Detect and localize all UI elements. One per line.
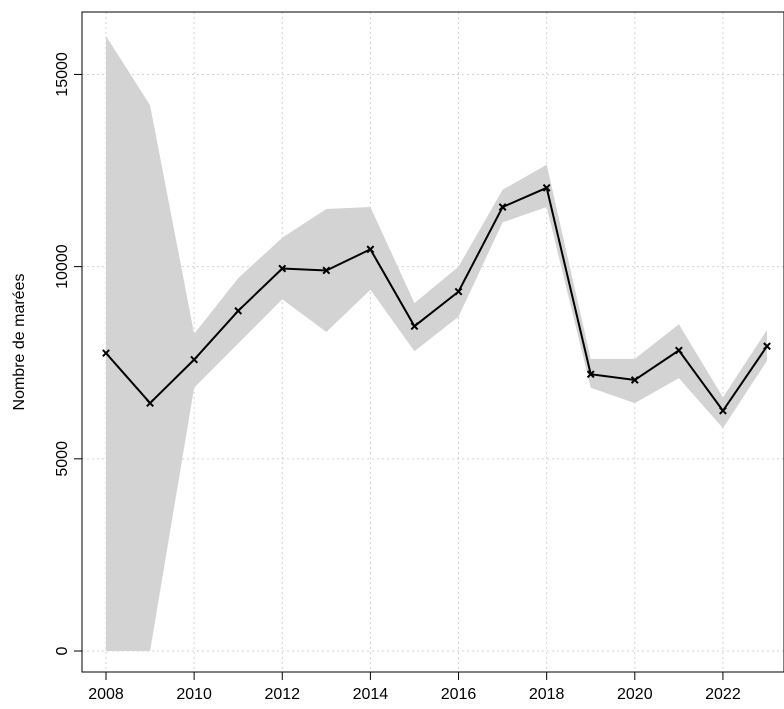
x-tick-label: 2022 [705,686,741,703]
data-point-marker [146,399,154,407]
data-point-marker [498,203,507,211]
data-point-marker [190,355,199,364]
confidence-band [106,36,767,651]
data-point-marker [719,406,727,415]
y-axis: 0 5000 10000 15000 [54,52,82,655]
data-point-marker [630,376,639,384]
y-axis-title: Nombre de marées [11,274,28,411]
x-tick-label: 2014 [353,686,389,703]
data-point-marker [278,264,287,273]
data-point-marker [234,306,243,315]
x-tick-label: 2020 [617,686,653,703]
data-point-marker [454,287,463,296]
data-points [102,183,771,415]
data-point-marker [763,342,771,351]
data-point-marker [674,346,683,355]
x-tick-label: 2016 [441,686,477,703]
data-point-marker [542,183,551,192]
x-tick-label: 2012 [264,686,300,703]
data-point-marker [322,266,331,275]
series-line [105,186,768,413]
y-tick-label: 15000 [54,52,71,97]
x-tick-label: 2018 [529,686,565,703]
x-tick-label: 2008 [88,686,124,703]
plot-frame [81,11,784,673]
grid-lines [82,12,784,672]
y-tick-label: 10000 [54,244,71,289]
data-point-marker [586,370,595,379]
x-axis: 2008 2010 2012 2014 2016 2018 2020 2022 [88,672,741,703]
x-tick-label: 2010 [176,686,212,703]
data-point-marker [102,349,110,358]
data-point-marker [366,245,375,254]
data-point-marker [410,322,419,331]
y-tick-label: 5000 [54,441,71,477]
y-tick-label: 0 [54,646,71,655]
